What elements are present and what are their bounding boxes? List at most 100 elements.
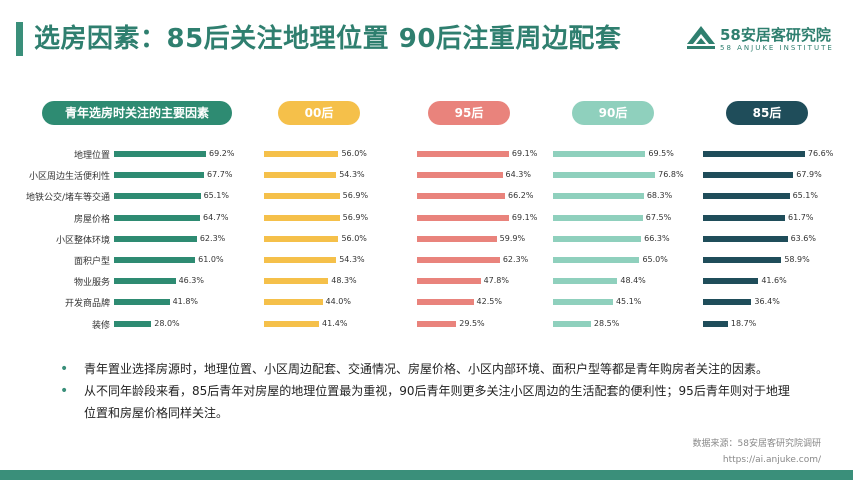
value-label: 18.7% [730, 318, 757, 328]
category-header-pill: 青年选房时关注的主要因素 [42, 101, 232, 125]
category-label: 小区周边生活便利性 [28, 172, 110, 183]
bar-mark [114, 193, 201, 200]
bar-mark [703, 320, 728, 327]
value-label: 76.8% [658, 170, 684, 180]
logo-subtitle: 58 ANJUKE INSTITUTE [720, 44, 834, 52]
bar-mark [553, 235, 642, 242]
bar-mark [417, 257, 500, 263]
value-label: 67.5% [645, 212, 672, 222]
value-label: 41.6% [761, 276, 787, 286]
value-label: 41.4% [322, 318, 348, 328]
value-label: 67.9% [796, 170, 822, 180]
value-label: 56.0% [341, 149, 367, 158]
value-label: 69.1% [511, 149, 538, 158]
value-label: 46.3% [178, 276, 204, 286]
value-label: 28.0% [154, 318, 180, 328]
value-label: 68.3% [646, 191, 673, 201]
value-label: 41.8% [172, 297, 199, 307]
value-label: 65.1% [792, 191, 818, 201]
value-label: 56.0% [341, 233, 367, 243]
value-label: 61.0% [198, 255, 224, 264]
bullet-dot-icon: • [60, 361, 69, 377]
bar-mark [553, 320, 591, 327]
data-source: 数据来源：58安居客研究院调研 https://ai.anjuke.com/ [693, 436, 821, 468]
bullet-item: • 从不同年龄段来看，85后青年对房屋的地理位置最为重视，90后青年则更多关注小… [60, 380, 800, 424]
bar-mark [114, 172, 205, 179]
value-label: 69.1% [511, 212, 538, 222]
bar-mark [703, 257, 782, 263]
value-label: 54.3% [339, 255, 365, 264]
bar-mark [553, 257, 640, 263]
bar-mark [553, 214, 643, 221]
bullet-item: • 青年置业选择房源时，地理位置、小区周边配套、交通情况、房屋价格、小区内部环境… [60, 358, 800, 380]
bar-mark [553, 172, 656, 179]
legend-pill-85: 85后 [726, 101, 808, 125]
value-label: 44.0% [325, 297, 351, 307]
value-label: 66.2% [508, 191, 534, 201]
value-label: 76.6% [807, 149, 834, 158]
category-label: 地铁公交/堵车等交通 [25, 193, 110, 204]
footer-bar [0, 470, 853, 480]
bar-mark [264, 299, 323, 306]
value-label: 42.5% [476, 297, 502, 307]
bar-mark [114, 214, 201, 221]
value-label: 65.1% [203, 191, 229, 201]
legend-pill-95: 95后 [428, 101, 510, 125]
bar-mark [553, 193, 644, 200]
bar-mark [264, 278, 329, 285]
bar-mark [114, 257, 196, 263]
bar-mark [264, 257, 337, 263]
bullet-dot-icon: • [60, 383, 69, 399]
bullet-text: 从不同年龄段来看，85后青年对房屋的地理位置最为重视，90后青年则更多关注小区周… [84, 384, 790, 420]
bar-mark [264, 214, 340, 221]
value-label: 59.9% [499, 233, 526, 243]
value-label: 36.4% [754, 297, 780, 307]
bar-mark [703, 214, 786, 221]
bar-mark [417, 278, 481, 285]
page-title: 选房因素：85后关注地理位置 90后注重周边配套 [34, 24, 622, 54]
legend-pill-90: 90后 [572, 101, 654, 125]
category-label: 小区整体环境 [55, 235, 110, 246]
value-label: 65.0% [642, 255, 668, 264]
bar-mark [417, 151, 509, 157]
value-label: 58.9% [784, 255, 810, 264]
summary-bullets: • 青年置业选择房源时，地理位置、小区周边配套、交通情况、房屋价格、小区内部环境… [60, 358, 800, 424]
bar-mark [703, 151, 805, 157]
value-label: 64.3% [505, 170, 531, 180]
bar-mark [114, 320, 152, 327]
legend-pill-00: 00后 [278, 101, 360, 125]
bar-mark [417, 172, 503, 179]
value-label: 28.5% [593, 318, 620, 328]
category-label: 装修 [91, 320, 110, 331]
bar-mark [553, 278, 618, 285]
value-label: 63.6% [790, 233, 816, 243]
source-url: https://ai.anjuke.com/ [722, 455, 821, 465]
bar-mark [264, 193, 340, 200]
value-label: 69.5% [648, 149, 674, 158]
source-line: 数据来源：58安居客研究院调研 [692, 439, 821, 449]
bar-mark [114, 299, 170, 306]
brand-logo: 58安居客研究院 58 ANJUKE INSTITUTE [686, 22, 836, 62]
bar-mark [703, 172, 794, 179]
bar-mark [703, 235, 788, 242]
value-label: 69.2% [209, 149, 235, 158]
value-label: 64.7% [203, 212, 229, 222]
category-label: 地理位置 [73, 151, 110, 161]
bar-mark [264, 235, 339, 242]
bar-mark [264, 151, 339, 157]
value-label: 62.3% [199, 233, 226, 243]
logo-text: 58安居客研究院 [720, 26, 831, 44]
value-label: 48.3% [331, 276, 357, 286]
value-label: 62.3% [502, 255, 529, 264]
value-label: 67.7% [207, 170, 233, 180]
bar-mark [264, 320, 320, 327]
bar-mark [114, 235, 197, 242]
value-label: 48.4% [620, 276, 646, 286]
value-label: 54.3% [339, 170, 365, 180]
house-logo-icon [687, 26, 715, 49]
value-label: 45.1% [615, 297, 642, 307]
bar-mark [417, 235, 497, 242]
value-label: 56.9% [342, 212, 369, 222]
value-label: 66.3% [644, 233, 670, 243]
bar-mark [553, 151, 646, 157]
